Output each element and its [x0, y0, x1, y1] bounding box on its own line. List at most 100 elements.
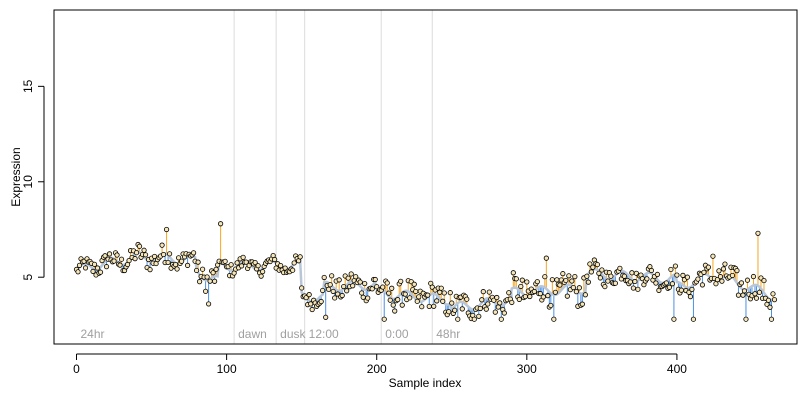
data-point — [258, 273, 264, 279]
data-point — [327, 282, 333, 288]
data-point — [416, 294, 422, 300]
data-point — [411, 281, 417, 287]
data-point — [720, 266, 727, 272]
data-point — [306, 292, 312, 298]
data-point — [353, 274, 359, 280]
data-point — [635, 286, 641, 292]
data-point — [531, 288, 537, 295]
data-point — [743, 316, 749, 322]
data-point — [513, 276, 519, 282]
data-point — [524, 279, 530, 285]
data-point — [193, 267, 200, 274]
data-point — [175, 255, 182, 261]
data-point — [542, 274, 548, 280]
data-point — [326, 286, 332, 292]
data-point — [551, 316, 557, 322]
data-point — [118, 256, 125, 262]
data-point — [414, 298, 420, 304]
data-point — [94, 265, 101, 271]
data-point — [165, 259, 171, 266]
data-point — [449, 300, 455, 306]
data-point — [744, 277, 751, 283]
data-point — [431, 303, 437, 309]
data-point — [701, 269, 707, 275]
data-point — [750, 273, 757, 280]
data-point — [228, 262, 234, 268]
data-point — [387, 297, 393, 303]
data-point — [395, 297, 401, 303]
data-point — [471, 316, 477, 322]
data-point — [534, 279, 540, 285]
data-point — [126, 257, 132, 264]
data-point — [486, 289, 492, 295]
data-point — [527, 293, 533, 300]
data-point — [303, 295, 309, 301]
data-point — [206, 301, 212, 307]
data-point — [554, 277, 560, 283]
data-point — [498, 316, 504, 322]
data-point — [566, 273, 572, 279]
data-point — [446, 309, 452, 315]
data-point — [596, 270, 602, 276]
y-tick-label: 10 — [21, 175, 35, 189]
data-point — [332, 295, 338, 301]
data-point — [644, 276, 650, 282]
data-point — [590, 264, 596, 270]
data-point — [678, 287, 685, 293]
data-point — [438, 285, 444, 291]
data-point — [476, 313, 482, 319]
period-label: 12:00 — [309, 327, 339, 341]
data-point — [365, 295, 371, 301]
x-tick-label: 400 — [667, 362, 687, 376]
data-point — [501, 310, 507, 316]
data-point — [671, 316, 677, 322]
data-point — [576, 285, 582, 291]
data-point — [695, 276, 701, 282]
data-point — [543, 255, 549, 261]
data-point — [719, 278, 725, 284]
data-point — [441, 290, 447, 296]
data-point — [359, 290, 365, 296]
data-point — [329, 273, 335, 279]
data-point — [572, 274, 578, 280]
data-point — [419, 304, 425, 310]
data-point — [147, 267, 153, 273]
data-point — [674, 272, 680, 278]
data-point — [452, 307, 458, 313]
data-point — [735, 292, 742, 298]
data-point — [166, 251, 173, 257]
data-point — [178, 258, 185, 264]
data-point — [666, 284, 673, 290]
data-point — [425, 292, 431, 298]
data-point — [564, 293, 570, 299]
data-point — [552, 289, 558, 295]
data-point — [203, 288, 209, 294]
data-point — [627, 279, 633, 285]
data-point — [722, 261, 728, 267]
data-point — [111, 258, 117, 264]
data-point — [584, 273, 590, 279]
data-point — [687, 294, 694, 300]
data-point — [163, 226, 170, 233]
data-point — [537, 291, 543, 297]
data-point — [336, 277, 342, 283]
x-axis-label: Sample index — [389, 376, 462, 390]
data-point — [369, 286, 375, 292]
data-point — [632, 278, 638, 285]
period-label: 24hr — [81, 327, 105, 341]
data-point — [756, 289, 763, 295]
data-point — [510, 270, 516, 276]
data-point — [680, 272, 686, 278]
data-point — [480, 289, 486, 295]
data-point — [290, 267, 296, 273]
data-points — [73, 221, 778, 322]
data-point — [602, 283, 608, 290]
data-point — [765, 297, 772, 303]
data-point — [734, 267, 740, 274]
period-label: dusk — [280, 327, 306, 341]
x-axis: 0 100 200 300 400 — [73, 353, 687, 376]
data-point — [184, 262, 191, 268]
data-point — [519, 277, 525, 283]
data-point — [190, 250, 197, 256]
